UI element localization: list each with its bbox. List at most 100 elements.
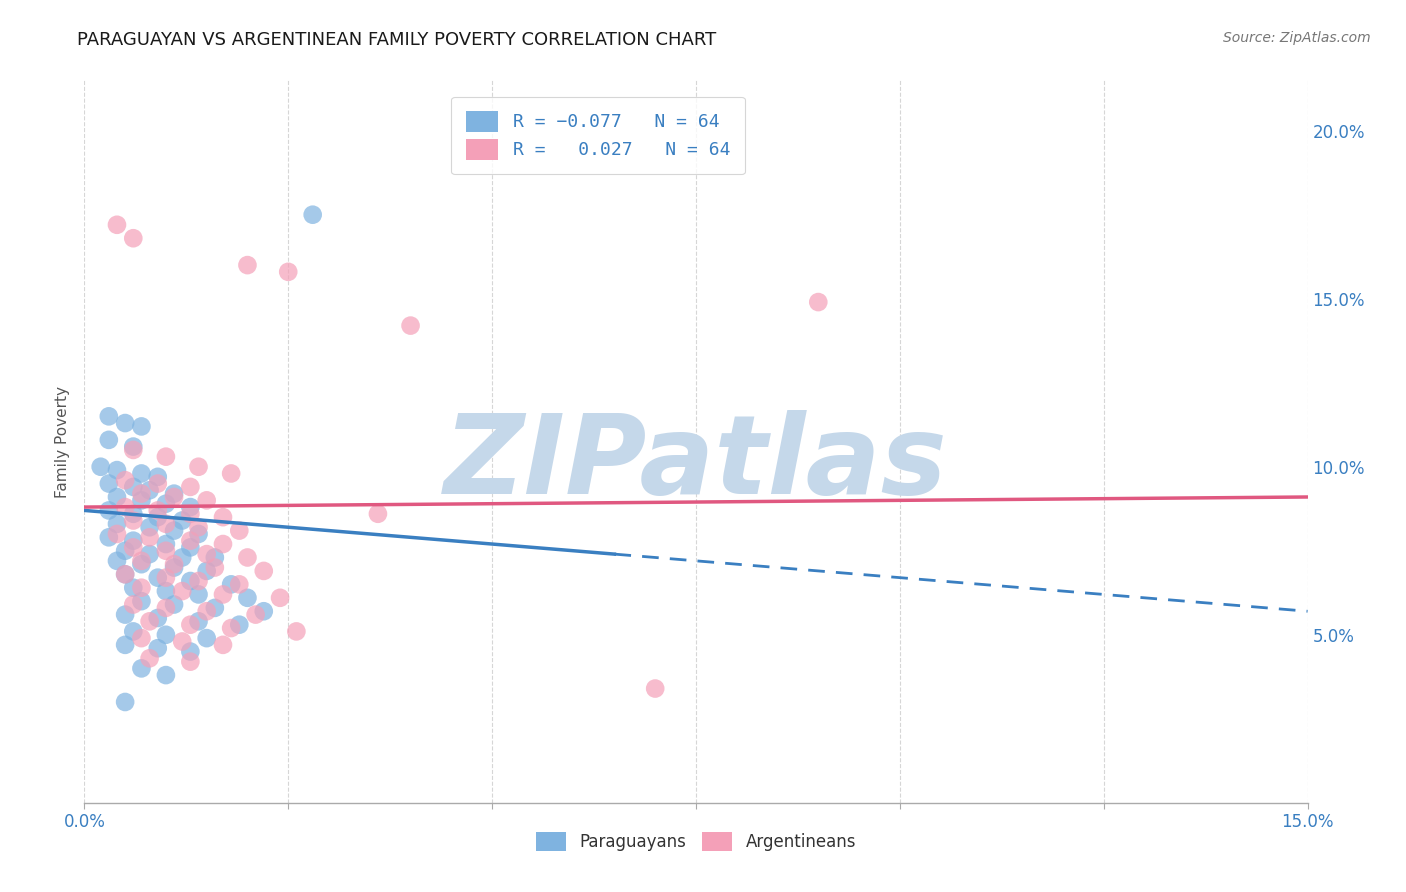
Point <box>219 467 242 481</box>
Point <box>105 527 128 541</box>
Point <box>195 547 218 561</box>
Point <box>155 537 177 551</box>
Point <box>131 419 153 434</box>
Point <box>131 467 153 481</box>
Point <box>212 510 235 524</box>
Point <box>131 554 153 568</box>
Point <box>122 507 145 521</box>
Point <box>146 611 169 625</box>
Point <box>97 503 120 517</box>
Point <box>114 473 136 487</box>
Point <box>146 476 169 491</box>
Point <box>146 641 169 656</box>
Point <box>212 587 235 601</box>
Point <box>105 516 128 531</box>
Point <box>172 584 194 599</box>
Text: Source: ZipAtlas.com: Source: ZipAtlas.com <box>1223 31 1371 45</box>
Point <box>301 208 323 222</box>
Point <box>114 567 136 582</box>
Point <box>163 486 186 500</box>
Point <box>163 490 186 504</box>
Point <box>399 318 422 333</box>
Point <box>155 584 177 599</box>
Point <box>146 510 169 524</box>
Point <box>90 459 112 474</box>
Point <box>187 459 209 474</box>
Point <box>187 520 209 534</box>
Point <box>179 507 201 521</box>
Point <box>187 574 209 588</box>
Point <box>146 571 169 585</box>
Point <box>155 497 177 511</box>
Point <box>155 543 177 558</box>
Point <box>138 547 160 561</box>
Point <box>179 655 201 669</box>
Point <box>122 231 145 245</box>
Point <box>155 571 177 585</box>
Point <box>212 638 235 652</box>
Point <box>277 265 299 279</box>
Point <box>253 564 276 578</box>
Point <box>228 524 250 538</box>
Point <box>179 500 201 514</box>
Point <box>172 550 194 565</box>
Point <box>138 520 160 534</box>
Point <box>285 624 308 639</box>
Point <box>253 604 276 618</box>
Point <box>131 581 153 595</box>
Point <box>105 218 128 232</box>
Point <box>122 480 145 494</box>
Point <box>97 476 120 491</box>
Point <box>163 558 186 572</box>
Point <box>179 617 201 632</box>
Point <box>138 483 160 498</box>
Point <box>269 591 291 605</box>
Point <box>367 507 389 521</box>
Point <box>807 295 830 310</box>
Point <box>105 490 128 504</box>
Point <box>122 440 145 454</box>
Point <box>644 681 666 696</box>
Point <box>114 543 136 558</box>
Point <box>179 644 201 658</box>
Point <box>131 661 153 675</box>
Point <box>236 591 259 605</box>
Point <box>195 604 218 618</box>
Point <box>146 470 169 484</box>
Point <box>122 533 145 548</box>
Point <box>195 493 218 508</box>
Point <box>138 615 160 629</box>
Point <box>122 442 145 457</box>
Point <box>114 416 136 430</box>
Point <box>155 668 177 682</box>
Point <box>195 564 218 578</box>
Point <box>179 480 201 494</box>
Point <box>187 615 209 629</box>
Point <box>131 493 153 508</box>
Point <box>245 607 267 622</box>
Point <box>204 560 226 574</box>
Point <box>187 527 209 541</box>
Legend: Paraguayans, Argentineans: Paraguayans, Argentineans <box>527 823 865 860</box>
Point <box>122 598 145 612</box>
Point <box>114 638 136 652</box>
Point <box>155 450 177 464</box>
Point <box>195 631 218 645</box>
Point <box>105 554 128 568</box>
Point <box>187 587 209 601</box>
Point <box>219 621 242 635</box>
Y-axis label: Family Poverty: Family Poverty <box>55 385 70 498</box>
Point <box>146 503 169 517</box>
Point <box>219 577 242 591</box>
Point <box>122 581 145 595</box>
Point <box>163 560 186 574</box>
Point <box>114 607 136 622</box>
Point <box>228 617 250 632</box>
Point <box>179 533 201 548</box>
Point <box>97 530 120 544</box>
Point <box>236 550 259 565</box>
Point <box>122 514 145 528</box>
Point <box>97 433 120 447</box>
Point <box>122 541 145 555</box>
Point <box>114 567 136 582</box>
